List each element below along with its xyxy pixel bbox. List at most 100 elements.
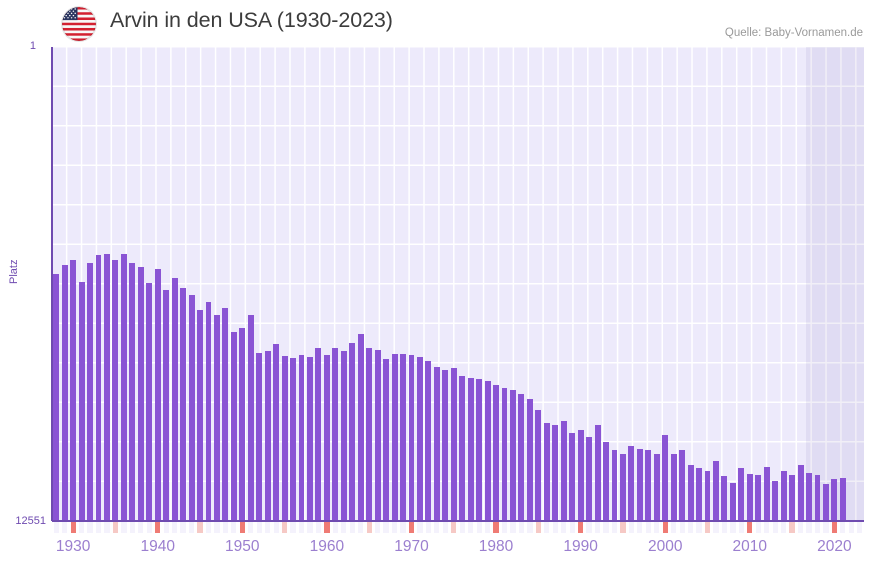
bar [163,289,170,521]
x-axis-tick-1940 [155,522,161,533]
x-tick-label-2000: 2000 [647,538,683,555]
x-tick-label-1950: 1950 [225,538,260,555]
x-axis-tick-1994 [611,522,618,533]
bar [112,259,119,521]
bar [645,449,652,521]
x-axis-tick-1983 [518,522,525,533]
x-axis-tick-1971 [417,522,423,533]
bar [628,446,635,521]
bar [510,390,516,521]
bar [340,350,347,521]
bar [425,360,432,521]
bar [476,378,483,521]
x-tick-label-1970: 1970 [394,538,429,555]
x-axis-tick-1945 [197,522,203,533]
bar [738,468,745,521]
x-axis-tick-2020 [831,522,837,533]
bar [611,450,618,521]
bar [822,484,829,521]
x-axis-tick-1991 [586,522,592,533]
bar [239,327,246,521]
x-axis-tick-1932 [87,522,93,533]
x-axis-tick-1939 [146,522,152,533]
x-axis-tick-1956 [290,522,296,533]
x-axis-tick-1954 [273,522,279,533]
x-axis-tick-1996 [628,522,634,533]
bar [839,478,846,521]
x-axis-tick-1967 [383,522,389,533]
bar [670,454,677,521]
bar [467,377,474,521]
x-axis-tick-2002 [679,522,685,533]
bar [349,343,356,521]
x-axis-tick-1959 [315,522,322,533]
x-axis-tick-1964 [358,522,364,533]
x-axis-tick-2014 [781,522,787,533]
x-axis-tick-2023 [857,522,863,533]
x-axis-tick-1970 [408,522,415,533]
bar [763,467,770,521]
x-axis-tick-1955 [281,522,288,533]
bar [416,357,423,521]
x-axis-tick-2021 [840,522,846,533]
x-tick-label-1930: 1930 [55,538,91,555]
x-axis-tick-1947 [214,522,220,533]
x-axis-tick-1960 [324,522,330,533]
bar [687,464,694,521]
bar [53,273,60,521]
x-axis-tick-1990 [578,522,584,533]
x-axis-tick-1993 [603,522,609,533]
bar [95,254,102,521]
x-axis-tick-1934 [104,522,110,533]
y-axis-title: Platz [8,259,20,284]
x-axis-tick-1931 [78,522,85,533]
bar [493,384,499,521]
bar [146,283,153,521]
x-axis-tick-1938 [138,522,144,533]
x-axis-tick-1982 [510,522,516,533]
x-axis-tick-1937 [129,522,135,533]
bar [586,436,593,521]
bar [70,259,77,521]
x-axis-tick-1979 [484,522,491,533]
bar [171,278,178,521]
x-axis-tick-1975 [451,522,457,533]
x-axis-tick-1974 [442,522,448,533]
bar [137,266,144,521]
bar [713,461,719,521]
x-axis-tick-1935 [112,522,119,533]
bar [433,366,440,521]
x-axis-line [52,520,864,522]
x-axis-tick-1928 [53,522,59,533]
bar [806,472,812,521]
x-axis-tick-1951 [248,522,254,533]
x-axis-tick-2007 [721,522,728,533]
x-axis-tick-1998 [645,522,651,533]
x-axis-tick-1978 [476,522,482,533]
x-axis-tick-1966 [375,522,381,533]
bar [619,454,626,521]
x-axis-tick-1946 [205,522,212,533]
x-axis-tick-1950 [239,522,245,533]
bar [256,352,263,521]
bar [729,482,736,521]
bar [61,264,68,521]
bar [366,348,373,521]
chart-header: Arvin in den USA (1930-2023) Quelle: Bab… [0,0,873,47]
x-axis-tick-1985 [535,522,541,533]
bar [653,454,660,521]
bar [814,474,821,521]
x-axis-tick-1948 [222,522,228,533]
x-axis-tick-2017 [806,522,812,533]
x-axis-tick-2009 [738,522,744,533]
bar [789,475,796,521]
x-axis-tick-1943 [180,522,186,533]
x-axis-tick-1987 [552,522,558,533]
y-axis-line [51,47,53,521]
bar-series [52,47,864,521]
x-axis-tick-1980 [493,522,499,533]
bar [315,348,322,521]
bar [222,308,229,521]
bar [87,263,93,521]
